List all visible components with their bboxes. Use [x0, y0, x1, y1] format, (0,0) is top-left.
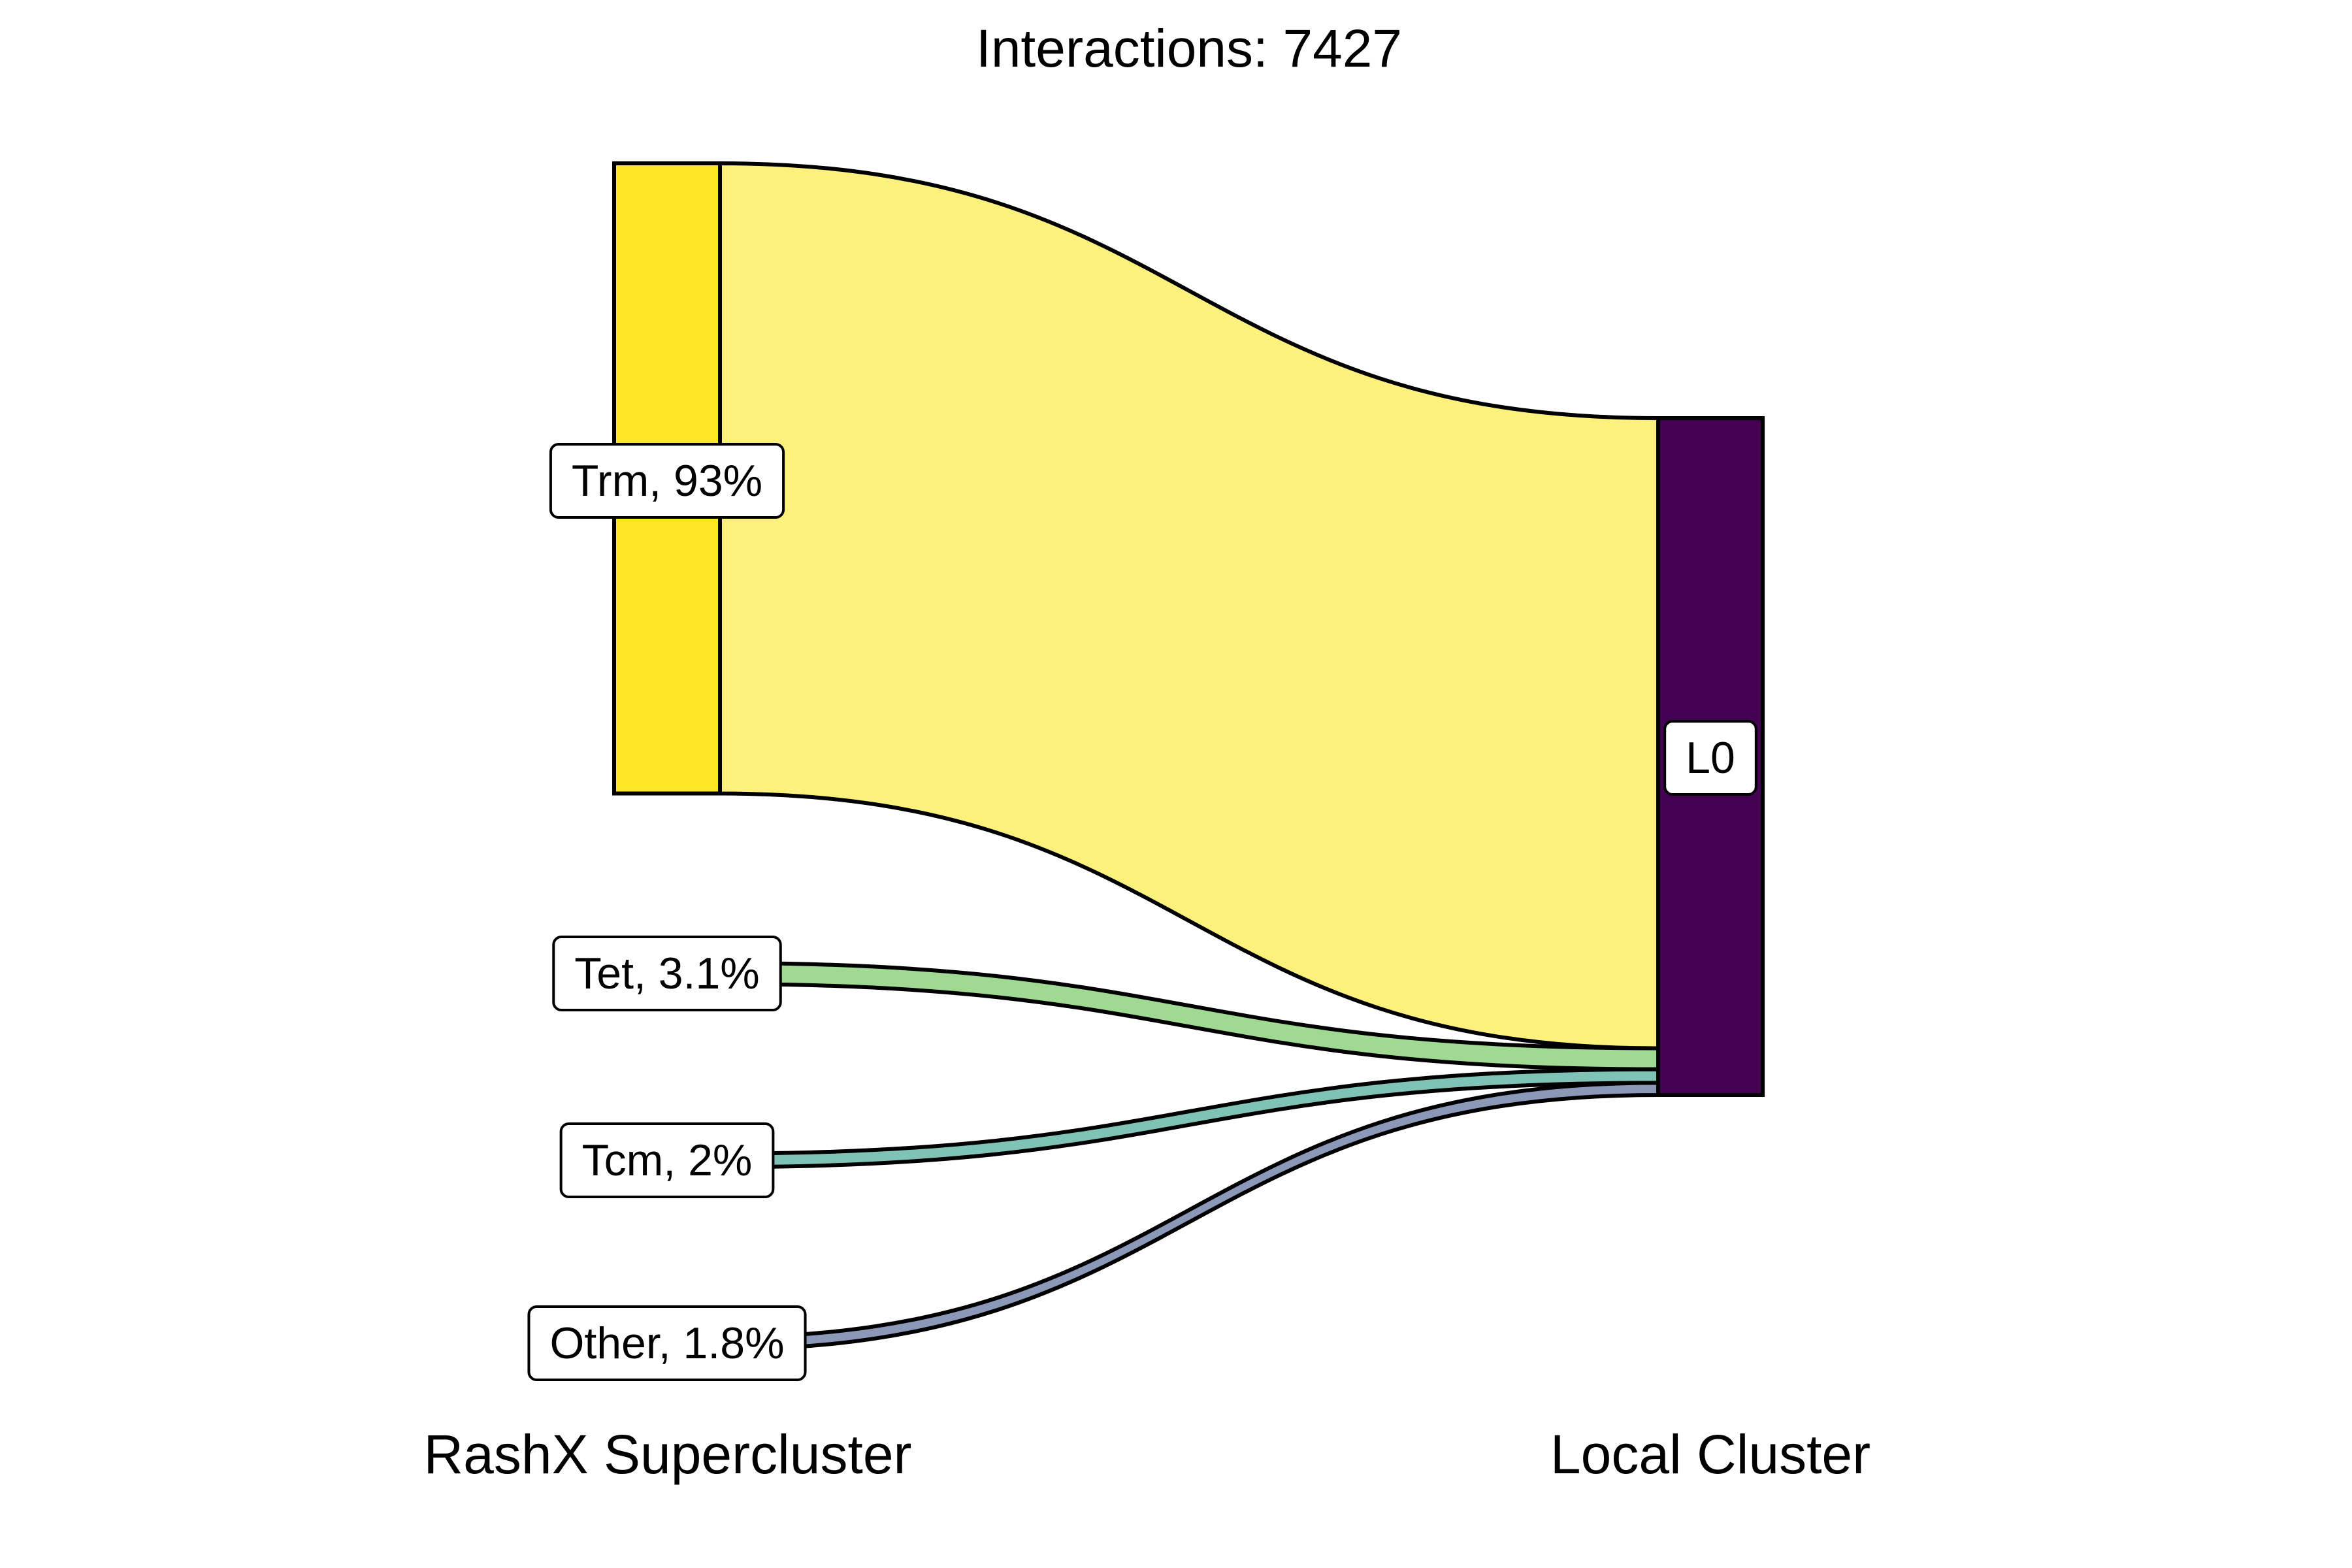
flows-group	[718, 161, 1660, 1352]
label-l0-text: L0	[1686, 733, 1735, 783]
label-other: Other, 1.8%	[527, 1305, 807, 1381]
label-other-text: Other, 1.8%	[549, 1318, 784, 1368]
label-tet: Tet, 3.1%	[552, 936, 782, 1011]
label-tcm-box	[559, 1122, 775, 1198]
label-other-box	[527, 1305, 807, 1381]
flow-tcm-to-l0	[718, 1067, 1660, 1169]
flow-trm-to-l0	[718, 161, 1660, 1051]
label-trm-box	[549, 443, 785, 519]
label-tet-text: Tet, 3.1%	[574, 949, 760, 998]
label-l0: L0	[1663, 720, 1757, 796]
label-tcm-text: Tcm, 2%	[582, 1135, 753, 1185]
label-tcm: Tcm, 2%	[559, 1122, 775, 1198]
labels-group: Trm, 93% Tet, 3.1% Tcm, 2% Other, 1.8% L0	[527, 443, 1757, 1381]
label-trm: Trm, 93%	[549, 443, 785, 519]
label-l0-box	[1663, 720, 1757, 796]
label-tet-box	[552, 936, 782, 1011]
axis-label-target: Local Cluster	[1550, 1424, 1870, 1485]
label-trm-text: Trm, 93%	[572, 456, 762, 506]
chart-title: Interactions: 7427	[976, 19, 1402, 78]
axis-label-source: RashX Supercluster	[423, 1424, 911, 1485]
